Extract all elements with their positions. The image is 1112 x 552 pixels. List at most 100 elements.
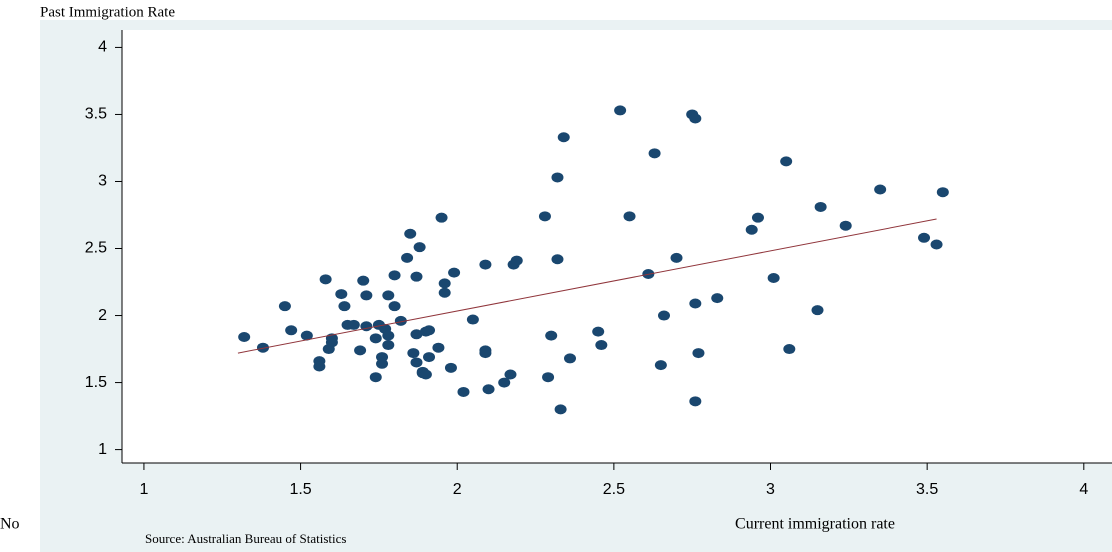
point: [369, 333, 382, 344]
point: [388, 301, 401, 312]
point: [595, 340, 608, 351]
point: [438, 287, 451, 298]
point: [444, 362, 457, 373]
point: [542, 372, 555, 383]
point: [811, 305, 824, 316]
source-note: Source: Australian Bureau of Statistics: [145, 531, 346, 546]
point: [448, 267, 461, 278]
point: [482, 384, 495, 395]
point: [479, 259, 492, 270]
x-tick-label: 3.5: [916, 481, 938, 498]
point: [780, 156, 793, 167]
point: [918, 232, 931, 243]
point: [357, 275, 370, 286]
point: [551, 254, 564, 265]
x-tick-label: 4: [1079, 481, 1088, 498]
point: [238, 331, 251, 342]
point: [419, 369, 432, 380]
y-axis-label: Past Immigration Rate: [40, 4, 175, 20]
point: [839, 220, 852, 231]
point: [382, 340, 395, 351]
point: [814, 201, 827, 212]
point: [551, 172, 564, 183]
point: [936, 187, 949, 198]
point: [751, 212, 764, 223]
point: [435, 212, 448, 223]
point: [410, 357, 423, 368]
point: [670, 252, 683, 263]
x-axis-label: Current immigration rate: [735, 516, 895, 533]
point: [874, 184, 887, 195]
point: [457, 386, 470, 397]
y-tick-label: 2: [98, 307, 107, 324]
note: No: [0, 516, 20, 533]
point: [510, 255, 523, 266]
fit-line: [237, 218, 937, 354]
point: [401, 252, 414, 263]
point: [278, 301, 291, 312]
point: [382, 290, 395, 301]
point: [479, 345, 492, 356]
point: [319, 274, 332, 285]
point: [654, 360, 667, 371]
point: [614, 105, 627, 116]
point: [423, 352, 436, 363]
point: [504, 369, 517, 380]
point: [382, 330, 395, 341]
y-tick-label: 3: [98, 173, 107, 190]
point: [360, 321, 373, 332]
point: [767, 273, 780, 284]
point: [657, 310, 670, 321]
point: [783, 344, 796, 355]
plot-region: [122, 30, 1112, 463]
point: [564, 353, 577, 364]
point: [369, 372, 382, 383]
x-tick-label: 3: [766, 481, 775, 498]
x-tick-label: 2: [453, 481, 462, 498]
point: [466, 314, 479, 325]
point: [300, 330, 313, 341]
point: [692, 348, 705, 359]
point: [410, 271, 423, 282]
point: [711, 293, 724, 304]
x-tick-label: 1.5: [289, 481, 311, 498]
point: [354, 345, 367, 356]
point: [423, 325, 436, 336]
point: [623, 211, 636, 222]
point: [438, 278, 451, 289]
point: [256, 342, 269, 353]
point: [689, 113, 702, 124]
point: [347, 319, 360, 330]
point: [404, 228, 417, 239]
y-tick-label: 3.5: [85, 106, 107, 123]
point: [557, 132, 570, 143]
point: [413, 242, 426, 253]
point: [360, 290, 373, 301]
y-tick-label: 2.5: [85, 240, 107, 257]
point: [410, 329, 423, 340]
point: [554, 404, 567, 415]
point: [407, 348, 420, 359]
x-tick-label: 1: [139, 481, 148, 498]
point: [538, 211, 551, 222]
point: [689, 298, 702, 309]
point: [285, 325, 298, 336]
x-tick-label: 2.5: [603, 481, 625, 498]
point: [394, 315, 407, 326]
point: [689, 396, 702, 407]
point: [376, 358, 389, 369]
point: [498, 377, 511, 388]
point: [930, 239, 943, 250]
point: [313, 361, 326, 372]
point: [338, 301, 351, 312]
y-tick-label: 1: [98, 441, 107, 458]
point: [432, 342, 445, 353]
point: [745, 224, 758, 235]
point: [335, 289, 348, 300]
point: [648, 148, 661, 159]
point: [545, 330, 558, 341]
point: [388, 270, 401, 281]
point: [592, 326, 605, 337]
